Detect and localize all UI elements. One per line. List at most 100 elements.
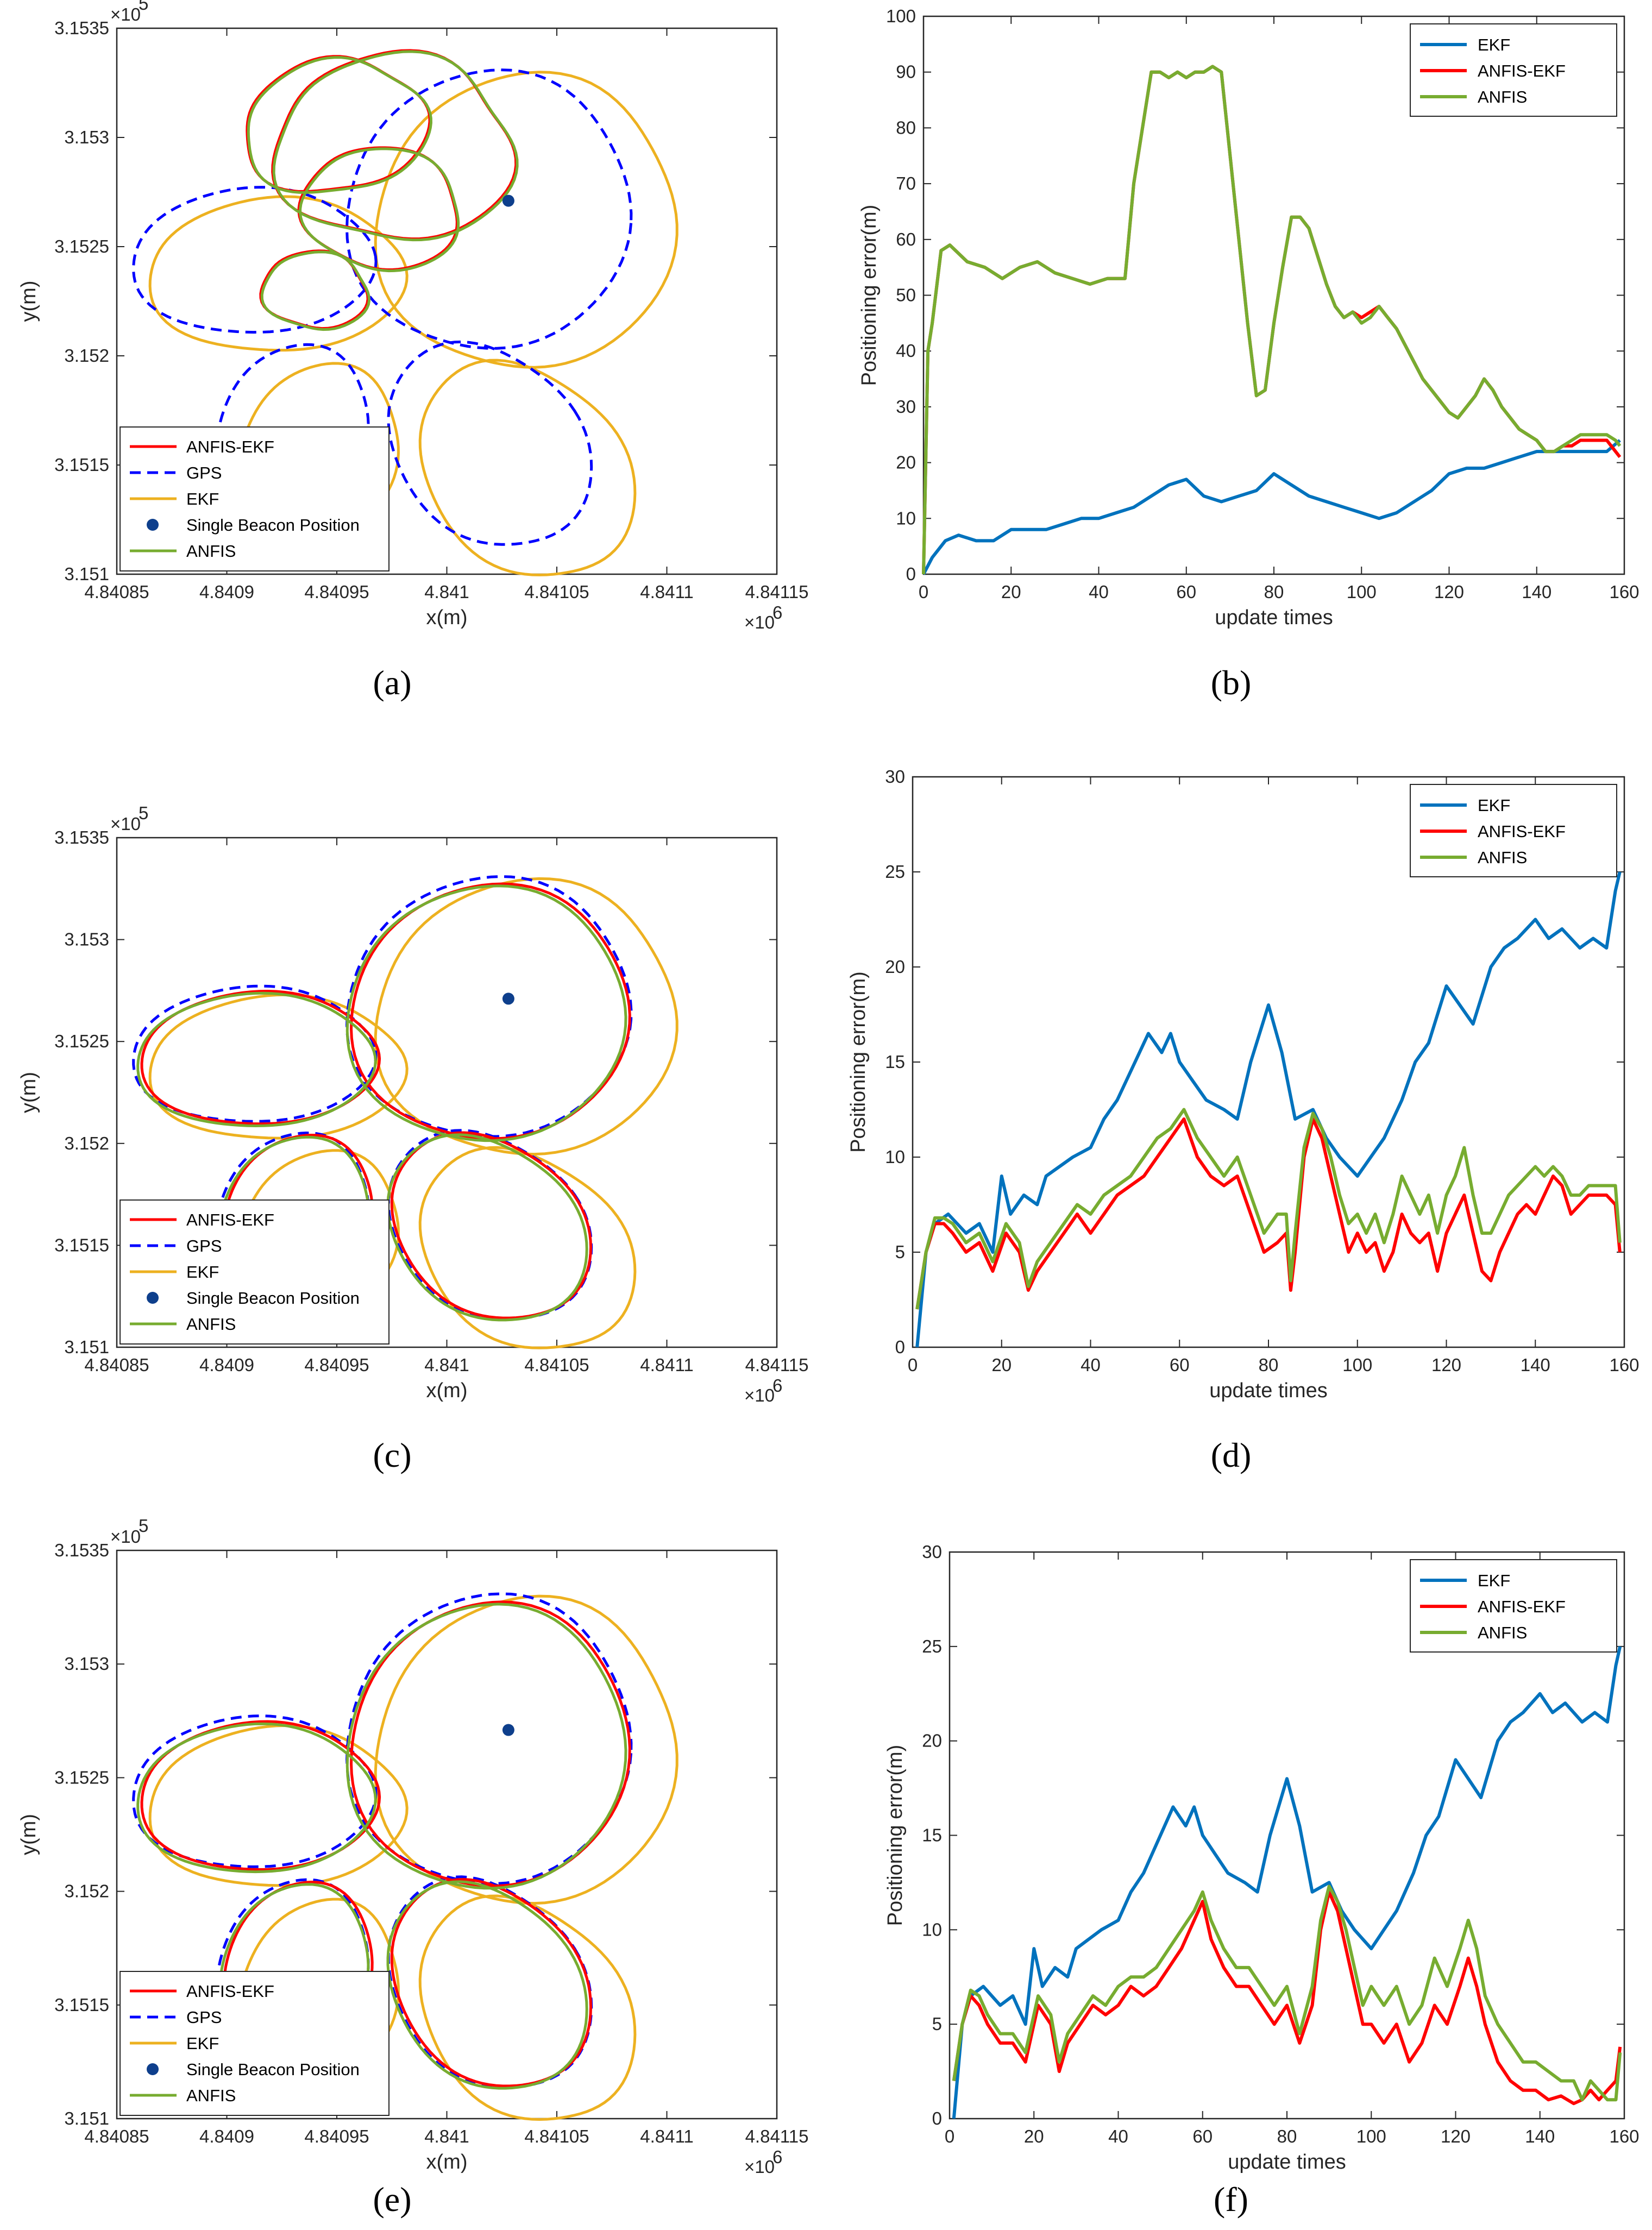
- anfis-trajectory-segment: [247, 56, 432, 194]
- error-panel-d: 0 20 40 60 80 100 120 140 160 0 5 10 15 20 25 30 update …: [847, 767, 1640, 1402]
- x-tick-label: 140: [1525, 2126, 1555, 2146]
- anfis-trajectory-segment: [136, 1722, 377, 1874]
- anfis-ekf-trajectory-segment: [390, 1877, 593, 2088]
- legend-label: ANFIS-EKF: [186, 1210, 274, 1229]
- xy-panel-c: 4.84085 4.8409 4.84095 4.841 4.84105 4.8411 4.…: [17, 803, 808, 1405]
- y-axis-label: Positioning error(m): [884, 1745, 907, 1926]
- y-tick-label: 0: [932, 2108, 942, 2128]
- y-tick-label: 3.152: [64, 346, 109, 366]
- legend-label: Single Beacon Position: [186, 2060, 360, 2079]
- legend-label: ANFIS-EKF: [186, 437, 274, 456]
- x-exponent-power: 6: [772, 2147, 782, 2167]
- ekf-trajectory-segment: [148, 1724, 409, 1887]
- y-tick-label: 3.153: [64, 127, 109, 147]
- caption-b: (b): [1211, 663, 1252, 702]
- y-tick-label: 3.1525: [54, 1767, 109, 1787]
- y-tick-label: 3.1535: [54, 1540, 109, 1560]
- y-tick-label: 40: [896, 341, 916, 361]
- y-tick-label: 80: [896, 117, 916, 137]
- anfis-trajectory-segment: [298, 147, 460, 273]
- x-tick-label: 4.841: [424, 2126, 469, 2146]
- x-tick-label: 40: [1108, 2126, 1128, 2146]
- anfis-trajectory-segment: [272, 50, 519, 242]
- y-tick-label: 25: [922, 1636, 942, 1656]
- legend-label: EKF: [1478, 1571, 1510, 1590]
- x-tick-label: 160: [1609, 1355, 1639, 1375]
- x-tick-label: 80: [1277, 2126, 1297, 2146]
- anfis-trajectory-segment: [136, 991, 377, 1128]
- y-tick-label: 20: [885, 957, 905, 977]
- x-tick-label: 4.84095: [304, 1355, 369, 1375]
- x-tick-label: 60: [1192, 2126, 1213, 2146]
- gps-trajectory-segment: [345, 1592, 633, 1885]
- y-axis-label: y(m): [17, 1072, 40, 1113]
- y-tick-label: 30: [885, 767, 905, 787]
- gps-trajectory-segment: [132, 186, 378, 334]
- x-tick-label: 140: [1521, 1355, 1550, 1375]
- ekf-trajectory-segment: [374, 71, 679, 369]
- x-tick-label: 60: [1170, 1355, 1190, 1375]
- x-tick-label: 4.841: [424, 1355, 469, 1375]
- y-tick-label: 30: [896, 397, 916, 417]
- legend-label: Single Beacon Position: [186, 1289, 360, 1308]
- legend-label: ANFIS: [1478, 87, 1527, 106]
- ekf-trajectory-segment: [374, 877, 679, 1156]
- gps-trajectory-segment: [345, 875, 633, 1138]
- x-exponent: ×10: [744, 612, 775, 632]
- x-tick-label: 0: [908, 1355, 918, 1375]
- y-axis-label: y(m): [17, 1814, 40, 1855]
- x-tick-label: 4.84105: [524, 2126, 589, 2146]
- y-tick-label: 3.153: [64, 1654, 109, 1674]
- xy-panel-e: 4.84085 4.8409 4.84095 4.841 4.84105 4.8411 4.…: [17, 1516, 808, 2177]
- x-tick-label: 100: [1356, 2126, 1386, 2146]
- x-tick-label: 0: [945, 2126, 954, 2146]
- error-panel-b: 0 20 40 60 80 100 120 140 160 0 10 20 30 40 50 60 70 80 90…: [858, 6, 1640, 629]
- legend: ANFIS-EKF GPS EKF Single Beacon Position ANF…: [120, 1971, 390, 2116]
- anfis-trajectory-segment: [260, 250, 371, 331]
- caption-f: (f): [1214, 2180, 1248, 2219]
- caption-c: (c): [373, 1436, 411, 1474]
- x-axis-label: update times: [1215, 606, 1333, 629]
- gps-trajectory-segment: [387, 340, 593, 546]
- legend: ANFIS-EKF GPS EKF Single Beacon Position ANF…: [120, 1199, 390, 1345]
- anfis-ekf-trajectory-segment: [390, 1131, 593, 1320]
- legend-marker-beacon: [147, 519, 159, 531]
- x-tick-label: 120: [1431, 1355, 1461, 1375]
- x-tick-label: 4.84095: [304, 582, 369, 602]
- single-beacon-marker: [502, 992, 514, 1005]
- legend-label: ANFIS: [186, 1315, 236, 1334]
- caption-a: (a): [373, 663, 411, 702]
- x-axis-label: update times: [1228, 2151, 1346, 2174]
- y-axis-label: y(m): [17, 281, 40, 322]
- y-tick-label: 30: [922, 1542, 942, 1562]
- ekf-trajectory-segment: [148, 195, 409, 352]
- y-tick-label: 10: [896, 508, 916, 528]
- y-tick-label: 3.1525: [54, 236, 109, 256]
- y-tick-label: 0: [906, 564, 916, 584]
- gps-trajectory-segment: [132, 984, 378, 1123]
- x-tick-label: 20: [1001, 582, 1021, 602]
- x-tick-label: 4.84105: [524, 582, 589, 602]
- x-tick-label: 4.84085: [84, 1355, 149, 1375]
- legend-marker-beacon: [147, 2063, 159, 2075]
- series-line-ekf: [952, 1646, 1622, 2119]
- legend-label: Single Beacon Position: [186, 516, 360, 535]
- legend-marker-beacon: [147, 1292, 159, 1304]
- x-exponent-power: 6: [772, 602, 782, 623]
- series-line-anfis-ekf: [952, 1890, 1622, 2106]
- x-tick-label: 4.84085: [84, 582, 149, 602]
- y-tick-label: 3.151: [64, 564, 109, 584]
- x-tick-label: 4.84085: [84, 2126, 149, 2146]
- y-tick-label: 10: [922, 1919, 942, 1939]
- single-beacon-marker: [502, 194, 514, 207]
- y-tick-label: 3.1525: [54, 1031, 109, 1051]
- y-exponent: ×10: [110, 4, 141, 24]
- ekf-trajectory-segment: [374, 1594, 679, 1905]
- x-tick-label: 40: [1089, 582, 1109, 602]
- series-line-ekf: [922, 439, 1621, 575]
- y-tick-label: 60: [896, 229, 916, 249]
- ekf-trajectory-segment: [418, 359, 637, 576]
- y-tick-label: 5: [932, 2014, 942, 2034]
- x-tick-label: 120: [1441, 2126, 1471, 2146]
- gps-trajectory-segment: [345, 68, 633, 350]
